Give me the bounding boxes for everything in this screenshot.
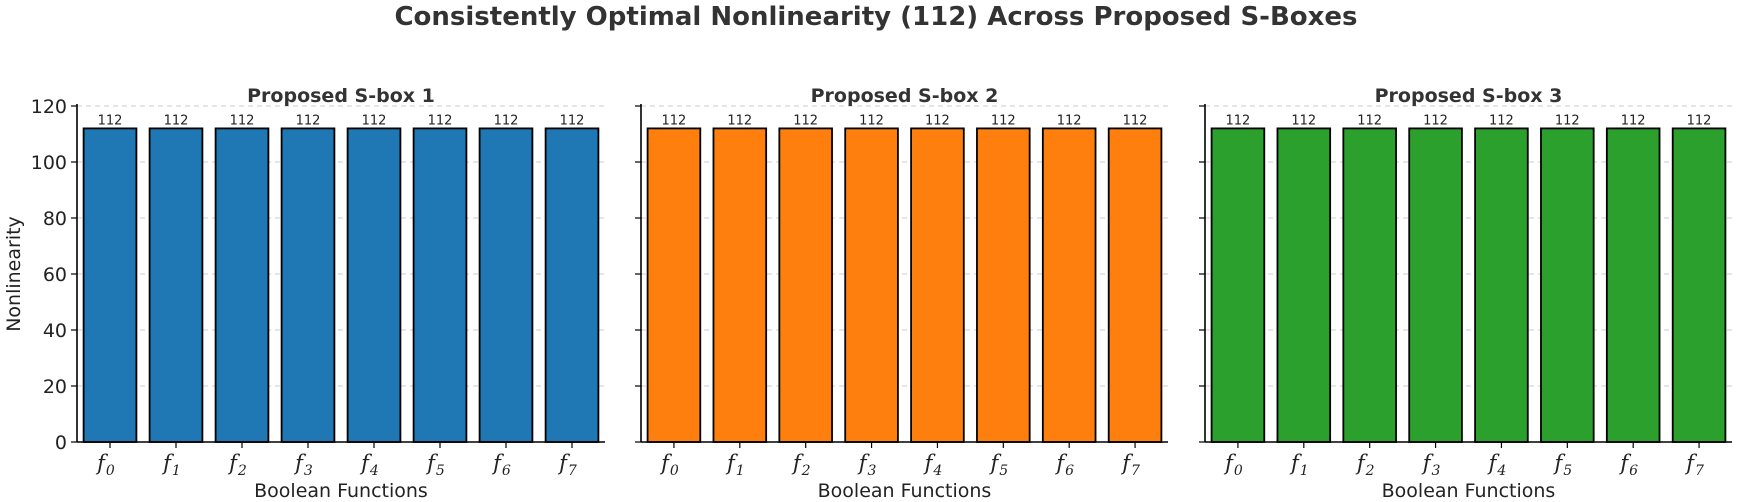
bar-f4 — [346, 127, 402, 443]
y-tick-label: 100 — [31, 152, 67, 174]
bar-f5 — [412, 127, 468, 443]
data-label-f5: 112 — [1555, 113, 1580, 128]
x-tick-label-f0: f0 — [659, 451, 679, 479]
x-tick-label-f4: f4 — [923, 451, 943, 479]
data-label-f1: 112 — [1291, 113, 1316, 128]
bar-f6 — [478, 127, 534, 443]
y-axis-label: Nonlinearity — [3, 216, 25, 332]
bar-f6 — [1605, 127, 1661, 443]
bar-f2 — [214, 127, 270, 443]
x-tick-label-f0: f0 — [1223, 451, 1243, 479]
x-tick-label-f3: f3 — [857, 451, 877, 479]
x-tick-label-f7: f7 — [1120, 451, 1140, 479]
x-axis-label: Boolean Functions — [818, 480, 992, 502]
data-label-f5: 112 — [991, 113, 1016, 128]
x-tick-label-f6: f6 — [1618, 451, 1638, 479]
x-tick-label-f6: f6 — [1054, 451, 1074, 479]
panel-title: Proposed S-box 2 — [811, 85, 999, 107]
data-label-f1: 112 — [164, 113, 189, 128]
data-label-f2: 112 — [793, 113, 818, 128]
x-tick-label-f0: f0 — [95, 451, 115, 479]
data-label-f2: 112 — [230, 113, 255, 128]
bar-f6 — [1041, 127, 1097, 443]
x-tick-label-f5: f5 — [988, 451, 1008, 479]
bar-f0 — [1210, 127, 1266, 443]
x-tick-label-f4: f4 — [359, 451, 379, 479]
data-label-f3: 112 — [1423, 113, 1448, 128]
bar-f1 — [712, 127, 768, 443]
x-axis-label: Boolean Functions — [254, 480, 428, 502]
x-tick-label-f5: f5 — [1552, 451, 1572, 479]
bar-f2 — [1342, 127, 1397, 443]
data-label-f6: 112 — [1057, 113, 1082, 128]
data-label-f1: 112 — [727, 113, 752, 128]
chart-panel-3: 112 f0 112 f1 112 f2 112 f3 112 f4 112 f5 112 f6 112 f7… — [1199, 85, 1732, 502]
data-label-f7: 112 — [1123, 113, 1148, 128]
x-tick-label-f6: f6 — [491, 451, 511, 479]
x-tick-label-f4: f4 — [1487, 451, 1507, 479]
bar-f5 — [1540, 127, 1595, 443]
y-tick-label: 120 — [31, 96, 67, 118]
bar-f3 — [1408, 127, 1463, 443]
data-label-f3: 112 — [296, 113, 321, 128]
x-tick-label-f1: f1 — [161, 451, 181, 479]
bar-f4 — [910, 127, 965, 443]
data-label-f7: 112 — [1687, 113, 1712, 128]
x-tick-label-f2: f2 — [227, 451, 247, 479]
bar-f2 — [778, 127, 833, 443]
y-tick-label: 0 — [55, 432, 67, 454]
bar-f7 — [544, 127, 600, 443]
figure-title: Consistently Optimal Nonlinearity (112) … — [394, 2, 1357, 32]
y-tick-label: 40 — [43, 320, 67, 342]
data-label-f4: 112 — [362, 113, 387, 128]
data-label-f2: 112 — [1357, 113, 1382, 128]
bar-f4 — [1474, 127, 1529, 443]
x-tick-label-f7: f7 — [1684, 451, 1704, 479]
chart-panel-1: 0 20 40 60 80 100 120 112 f0 112 f1 112 f2 112 f3 112 f4… — [3, 85, 605, 502]
y-tick-label: 60 — [43, 264, 67, 286]
data-label-f6: 112 — [494, 113, 519, 128]
x-tick-label-f1: f1 — [725, 451, 745, 479]
data-label-f7: 112 — [560, 113, 585, 128]
x-tick-label-f3: f3 — [1421, 451, 1441, 479]
bar-f5 — [976, 127, 1031, 443]
data-label-f4: 112 — [925, 113, 950, 128]
bar-f1 — [1276, 127, 1332, 443]
bar-f0 — [82, 127, 138, 443]
data-label-f0: 112 — [1226, 113, 1251, 128]
data-label-f3: 112 — [859, 113, 884, 128]
bar-f7 — [1671, 127, 1727, 443]
bar-f0 — [646, 127, 702, 443]
bar-f1 — [148, 127, 204, 443]
data-label-f0: 112 — [98, 113, 123, 128]
y-tick-label: 20 — [43, 376, 67, 398]
y-tick-label: 80 — [43, 208, 67, 230]
bar-f7 — [1107, 127, 1163, 443]
x-tick-label-f3: f3 — [293, 451, 313, 479]
bar-f3 — [844, 127, 899, 443]
x-tick-label-f2: f2 — [1355, 451, 1375, 479]
x-tick-label-f2: f2 — [791, 451, 811, 479]
data-label-f6: 112 — [1621, 113, 1646, 128]
data-label-f5: 112 — [428, 113, 453, 128]
bar-f3 — [280, 127, 336, 443]
data-label-f4: 112 — [1489, 113, 1514, 128]
x-axis-label: Boolean Functions — [1382, 480, 1556, 502]
x-tick-label-f7: f7 — [557, 451, 577, 479]
chart-panel-2: 112 f0 112 f1 112 f2 112 f3 112 f4 112 f5 112 f6 112 f7… — [635, 85, 1168, 502]
panel-title: Proposed S-box 3 — [1375, 85, 1563, 107]
panel-title: Proposed S-box 1 — [247, 85, 435, 107]
data-label-f0: 112 — [662, 113, 687, 128]
x-tick-label-f5: f5 — [425, 451, 445, 479]
x-tick-label-f1: f1 — [1289, 451, 1309, 479]
